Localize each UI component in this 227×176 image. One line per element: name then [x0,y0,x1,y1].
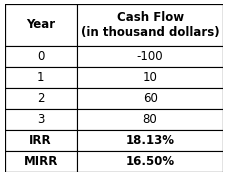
Bar [76,130,222,151]
Text: 0: 0 [37,50,44,63]
Bar [76,109,222,130]
Text: 3: 3 [37,113,44,126]
Text: -100: -100 [136,50,163,63]
Text: 18.13%: 18.13% [125,134,174,147]
Bar [5,151,76,172]
Bar [76,88,222,109]
Text: Cash Flow
(in thousand dollars): Cash Flow (in thousand dollars) [80,11,218,39]
Text: 2: 2 [37,92,44,105]
Text: IRR: IRR [29,134,52,147]
Bar [5,130,76,151]
Text: MIRR: MIRR [23,155,58,168]
Bar [76,67,222,88]
Bar [5,67,76,88]
Bar [5,46,76,67]
Text: Year: Year [26,18,55,31]
Text: 1: 1 [37,71,44,84]
Text: 10: 10 [142,71,157,84]
Text: 80: 80 [142,113,157,126]
Bar [5,88,76,109]
Text: 60: 60 [142,92,157,105]
Bar [5,4,76,46]
Text: 16.50%: 16.50% [125,155,174,168]
Bar [76,151,222,172]
Bar [76,4,222,46]
Bar [76,46,222,67]
Bar [5,109,76,130]
